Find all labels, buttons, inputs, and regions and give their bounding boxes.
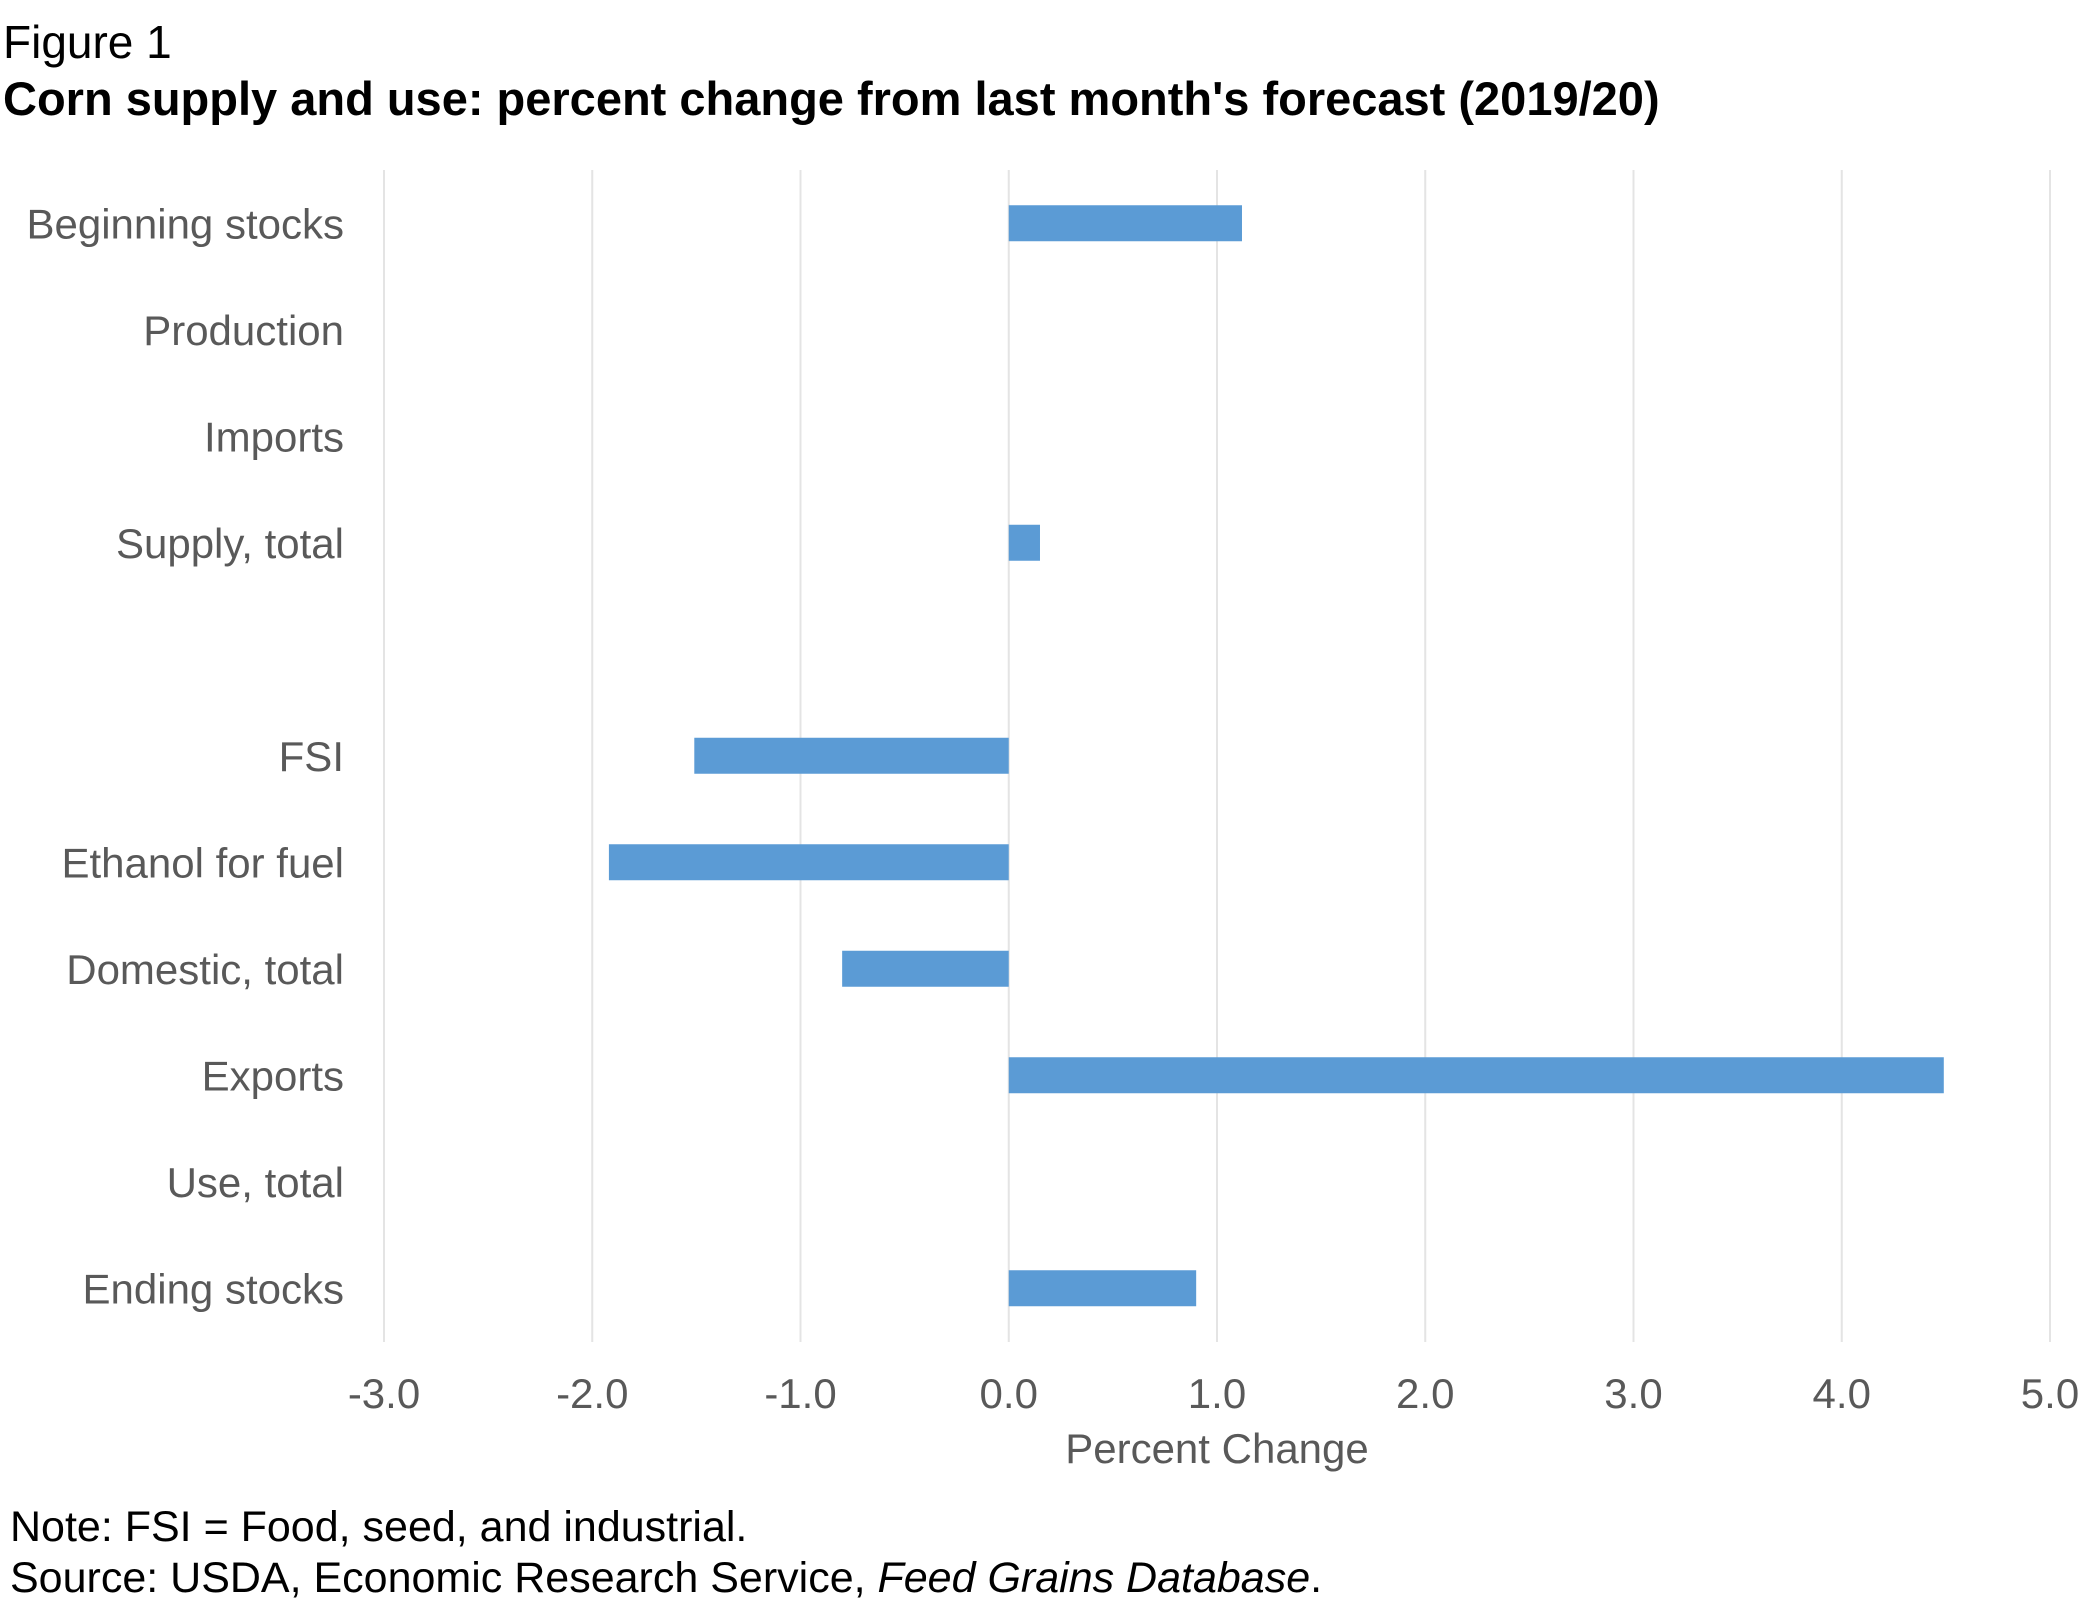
- x-tick-labels: -3.0 -2.0 -1.0 0.0 1.0 2.0 3.0 4.0 5.0: [348, 1370, 2079, 1417]
- category-label: FSI: [279, 733, 344, 780]
- category-label: Use, total: [167, 1159, 344, 1206]
- category-label: Domestic, total: [66, 946, 344, 993]
- x-tick-label: -2.0: [556, 1370, 628, 1417]
- bar: [1008, 1270, 1197, 1307]
- bar: [1008, 524, 1040, 561]
- x-tick-label: -1.0: [764, 1370, 836, 1417]
- category-labels: Beginning stocks Production Imports Supply,…: [26, 200, 344, 1312]
- x-tick-label: 5.0: [2021, 1370, 2079, 1417]
- figure-label: Figure 1: [3, 16, 172, 68]
- x-tick-label: 2.0: [1396, 1370, 1454, 1417]
- x-tick-label: 3.0: [1604, 1370, 1662, 1417]
- source-prefix: Source: USDA, Economic Research Service,: [10, 1554, 878, 1602]
- x-axis-title: Percent Change: [1065, 1425, 1369, 1472]
- bar: [1008, 1057, 1944, 1094]
- source-line: Source: USDA, Economic Research Service,…: [10, 1553, 1322, 1603]
- bar-chart: Beginning stocks Production Imports Supply,…: [26, 170, 2079, 1472]
- category-label: Ethanol for fuel: [61, 839, 344, 886]
- category-label: Ending stocks: [83, 1265, 344, 1312]
- x-tick-label: 4.0: [1813, 1370, 1871, 1417]
- bar: [1008, 205, 1242, 242]
- category-label: Imports: [204, 413, 344, 460]
- bar: [842, 950, 1009, 987]
- category-label: Exports: [202, 1052, 344, 1099]
- category-label: Production: [143, 307, 344, 354]
- x-tick-label: -3.0: [348, 1370, 420, 1417]
- x-tick-label: 0.0: [980, 1370, 1038, 1417]
- bar: [694, 737, 1009, 774]
- category-label: Supply, total: [116, 520, 344, 567]
- bar: [608, 844, 1009, 881]
- figure-title: Corn supply and use: percent change from…: [3, 72, 1660, 125]
- x-tick-label: 1.0: [1188, 1370, 1246, 1417]
- bars: [608, 205, 1944, 1307]
- source-database: Feed Grains Database: [877, 1554, 1311, 1602]
- footnote: Note: FSI = Food, seed, and industrial.: [10, 1503, 748, 1551]
- category-label: Beginning stocks: [26, 200, 344, 247]
- gridlines: [383, 170, 2051, 1342]
- source-suffix: .: [1310, 1554, 1323, 1602]
